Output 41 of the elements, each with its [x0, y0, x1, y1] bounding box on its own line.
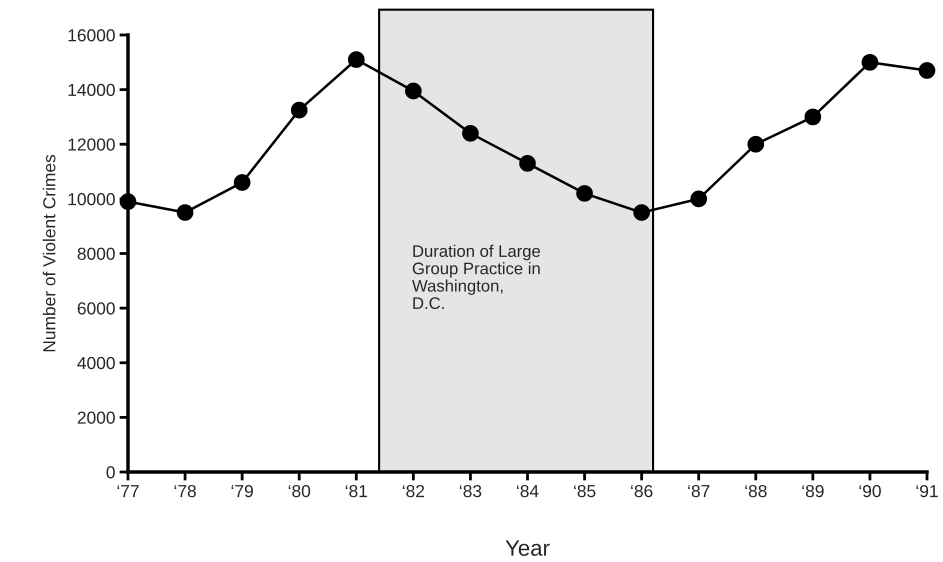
x-tick-label: ‘84: [516, 484, 539, 498]
x-tick-label: ‘81: [346, 484, 368, 498]
point: [633, 204, 650, 221]
point: [234, 174, 250, 191]
x-tick-label: ‘89: [802, 484, 824, 498]
y-tick-label: 4000: [77, 356, 115, 370]
x-tick-label: ‘88: [745, 484, 767, 498]
point: [348, 51, 365, 68]
x-tick-label: ‘80: [288, 484, 310, 498]
point: [804, 108, 822, 126]
x-tick-label: ‘83: [460, 484, 482, 498]
point: [176, 204, 194, 221]
point: [862, 54, 878, 71]
point: [690, 190, 708, 208]
band-label: Duration of Large Group Practice in Washington, D.C.: [412, 244, 540, 310]
x-tick-label: ‘87: [688, 484, 710, 498]
x-tick-label: ‘85: [574, 484, 596, 498]
y-tick-label: 8000: [78, 248, 115, 260]
x-tick-label: ‘91: [916, 484, 938, 498]
y-tick-label: 16000: [68, 29, 115, 42]
point: [290, 102, 308, 118]
point: [918, 62, 936, 79]
point: [519, 155, 536, 172]
x-tick-label: ‘77: [117, 485, 139, 498]
x-axis-title: Year: [506, 540, 550, 556]
x-tick-label: ‘90: [859, 484, 881, 498]
y-tick-label: 0: [106, 466, 115, 478]
x-tick-label: ‘86: [631, 484, 652, 498]
x-tick-label: ‘78: [174, 484, 196, 498]
y-tick-label: 2000: [78, 412, 115, 424]
y-tick-label: 12000: [68, 138, 115, 151]
x-tick-label: ‘79: [232, 484, 253, 498]
y-tick-label: 6000: [78, 302, 115, 315]
y-tick-label: 10000: [68, 193, 115, 206]
y-axis-title: Number of Violent Crimes: [42, 154, 56, 352]
point: [405, 82, 422, 100]
y-tick-label: 14000: [68, 84, 115, 96]
point: [747, 136, 764, 153]
x-tick-label: ‘82: [402, 484, 424, 498]
point: [576, 185, 593, 202]
point: [462, 124, 479, 142]
